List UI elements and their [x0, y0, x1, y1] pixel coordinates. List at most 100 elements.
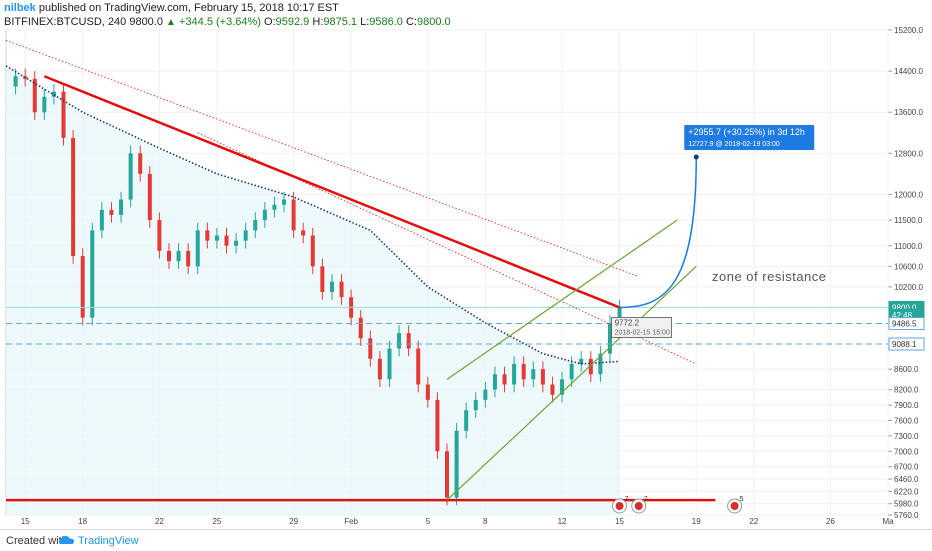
candle-body	[473, 399, 478, 411]
y-tick-label: 14400.0	[894, 67, 923, 76]
candle-body	[224, 235, 229, 246]
x-tick-label: Ma	[882, 517, 894, 526]
candle-body	[445, 451, 449, 498]
y-tick-label: 5980.0	[894, 500, 919, 509]
x-tick-label: 18	[78, 517, 87, 526]
y-tick-label: 8200.0	[894, 386, 919, 395]
x-tick-label: 5	[426, 517, 431, 526]
x-tick-label: 19	[692, 517, 701, 526]
x-tick-label: 15	[615, 517, 624, 526]
y-tick-label: 7900.0	[894, 401, 919, 410]
candle-body	[560, 379, 565, 395]
candle-body	[397, 333, 402, 349]
candle-body	[301, 230, 306, 236]
candle-body	[454, 430, 459, 498]
x-tick-label: 22	[749, 517, 758, 526]
x-tick-label: 22	[155, 517, 164, 526]
event-flag-dot	[615, 502, 624, 510]
candle-body	[540, 369, 545, 385]
close-value: 9800.0	[417, 16, 451, 28]
event-flag-dot	[730, 502, 739, 510]
candle-body	[282, 199, 287, 205]
price-chart[interactable]: 15200.0 14400.0 13600.0 12800.0 12000.0 11500…	[0, 0, 932, 529]
candle-body	[492, 374, 497, 390]
candle-body	[588, 358, 593, 375]
event-count: 7	[625, 496, 629, 503]
y-tick-label: 11500.0	[894, 216, 923, 225]
candle-body	[99, 209, 104, 231]
candle-body	[387, 348, 392, 380]
price-axis-marker-label: 9486.5	[892, 320, 917, 329]
candle-body	[358, 317, 363, 339]
candle-body	[512, 363, 517, 385]
event-flag-dot	[634, 502, 643, 510]
candle-body	[569, 363, 574, 380]
price-axis-marker-label: 42:48	[892, 311, 913, 320]
author-name[interactable]: nilbek	[4, 2, 36, 14]
candle-body	[617, 307, 622, 323]
x-tick-label: 29	[289, 517, 298, 526]
candle-body	[71, 137, 76, 257]
tradingview-cloud-icon	[59, 536, 74, 544]
candle-body	[157, 220, 162, 251]
candle-body	[32, 78, 37, 113]
price-axis-marker-label: 9088.1	[892, 340, 917, 349]
candle-body	[80, 256, 85, 318]
footer: Created with TradingView	[0, 529, 932, 551]
y-tick-label: 15200.0	[894, 26, 923, 35]
tradingview-brand[interactable]: TradingView	[78, 535, 139, 547]
candle-body	[234, 240, 239, 246]
projection-sublabel: 12727.9 @ 2018-02-19 03:00	[688, 141, 780, 148]
candle-body	[205, 230, 210, 241]
candle-body	[579, 358, 584, 364]
price-axis-marker-label: 9800.0	[892, 303, 917, 312]
candle-body	[214, 235, 219, 241]
y-tick-label: 12800.0	[894, 149, 923, 158]
y-tick-label: 13600.0	[894, 108, 923, 117]
y-tick-label: 6460.0	[894, 475, 919, 484]
y-tick-label: 12000.0	[894, 190, 923, 199]
candle-body	[377, 358, 382, 380]
candle-body	[464, 410, 469, 431]
symbol-name[interactable]: BITFINEX:BTCUSD, 240	[4, 16, 127, 28]
candle-body	[531, 369, 536, 380]
candle-body	[253, 220, 258, 231]
candle-body	[262, 209, 267, 221]
candle-body	[272, 204, 277, 210]
symbol-line: BITFINEX:BTCUSD, 240 9800.0 ▲ +344.5 (+3…	[4, 16, 451, 28]
candle-body	[368, 338, 373, 359]
price-axis-marker	[888, 317, 925, 331]
last-price: 9800.0	[129, 16, 163, 28]
zone-of-resistance-annotation: zone of resistance	[712, 269, 827, 284]
y-tick-label: 6220.0	[894, 487, 919, 496]
candle-body	[186, 250, 191, 267]
price-change: +344.5 (+3.64%)	[179, 16, 261, 28]
up-arrow-icon: ▲	[166, 17, 176, 28]
candle-body	[416, 348, 421, 385]
cursor-tooltip-value: 9772.2	[615, 318, 640, 327]
created-with-text: Created with	[6, 535, 68, 547]
y-tick-label: 7300.0	[894, 432, 919, 441]
candle-body	[521, 363, 526, 380]
close-label: C:	[406, 16, 417, 28]
publisher-line: nilbek published on TradingView.com, Feb…	[4, 2, 339, 14]
high-label: H:	[312, 16, 324, 28]
candle-body	[61, 91, 66, 138]
open-value: 9592.9	[275, 16, 310, 28]
candle-body	[138, 153, 143, 174]
y-tick-label: 11000.0	[894, 242, 923, 251]
low-value: 9586.0	[369, 16, 403, 28]
trendline-descending-resistance	[43, 75, 621, 309]
y-tick-label: 6700.0	[894, 463, 919, 472]
candle-body	[598, 353, 603, 375]
candle-body	[128, 153, 133, 200]
candle-body	[119, 199, 124, 215]
y-tick-label: 10200.0	[894, 283, 923, 292]
candle-body	[147, 173, 152, 221]
x-tick-label: 15	[21, 517, 30, 526]
candle-body	[607, 322, 612, 354]
x-tick-label: Feb	[344, 517, 358, 526]
candle-body	[425, 384, 430, 400]
candle-body	[42, 96, 47, 113]
candle-body	[483, 389, 488, 400]
